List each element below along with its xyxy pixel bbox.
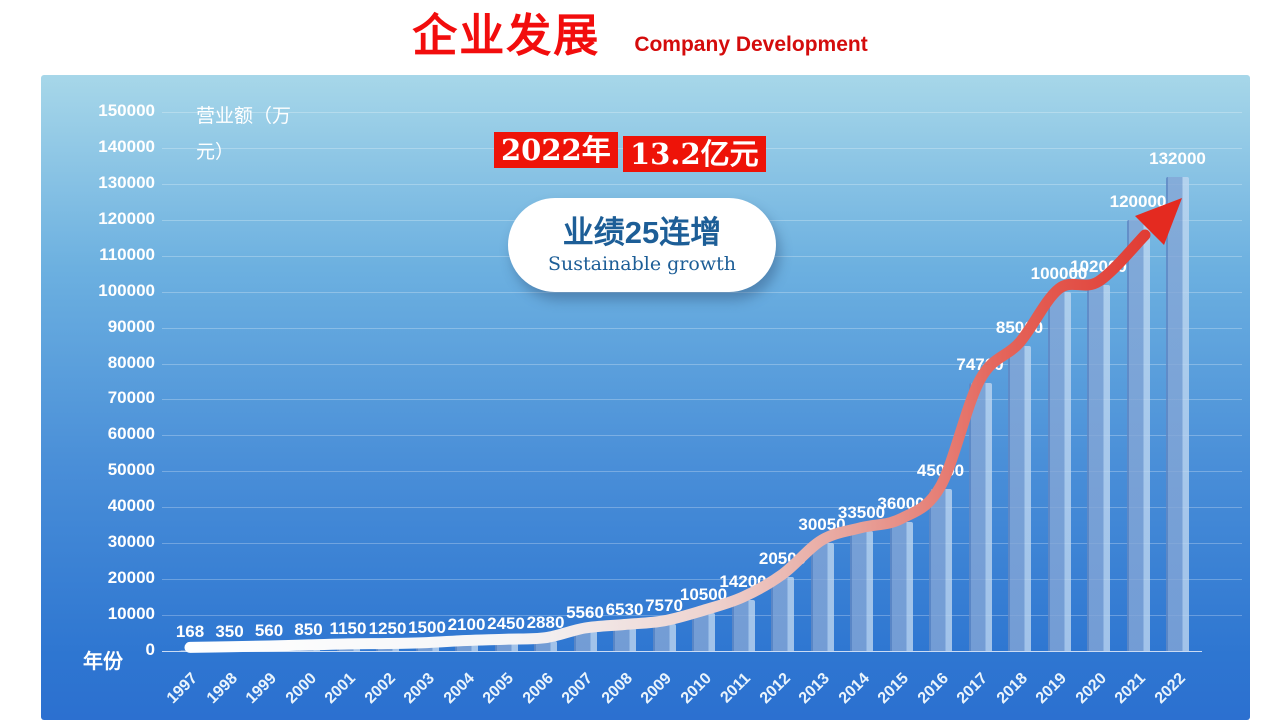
y-tick-label: 120000 (98, 208, 155, 228)
x-axis-line (162, 651, 1202, 652)
bar-2018 (1008, 345, 1031, 651)
gridline (162, 543, 1242, 545)
page-title: 企业发展 (412, 10, 601, 61)
bar-2017 (968, 382, 992, 651)
bar-2010 (692, 613, 715, 651)
bar-1998 (218, 649, 241, 651)
growth-bubble: 业绩25连增 Sustainable growth (508, 198, 776, 292)
bar-2000 (297, 647, 320, 651)
bar-value-2022: 132000 (1149, 148, 1206, 168)
y-tick-label: 10000 (107, 604, 155, 624)
y-tick-label: 140000 (98, 136, 155, 156)
bar-value-2016: 45000 (916, 461, 965, 481)
bar-value-2018: 85000 (995, 317, 1044, 337)
bar-2006 (534, 640, 557, 651)
y-tick-label: 130000 (98, 172, 155, 192)
bar-1997 (178, 650, 202, 651)
y-tick-label: 70000 (107, 388, 155, 408)
bar-2021 (1126, 219, 1150, 651)
bubble-title: 业绩25连增 (562, 214, 722, 250)
gridline (162, 471, 1242, 473)
y-tick-label: 30000 (107, 532, 155, 552)
year-badge: 2022年 (494, 132, 618, 168)
chart-panel: 0 10000 20000 30000 40000 50000 60000 70000 8000… (41, 75, 1250, 720)
bar-value-2017: 74700 (956, 354, 1004, 374)
bar-2004 (455, 643, 478, 651)
bar-2015 (889, 521, 913, 651)
bar-2011 (731, 599, 755, 651)
y-tick-label: 100000 (98, 280, 155, 300)
bar-1999 (257, 649, 281, 651)
gridline (162, 327, 1242, 329)
bar-2007 (573, 631, 597, 651)
gridline (162, 363, 1242, 365)
bubble-subtitle: Sustainable growth (548, 252, 736, 275)
gridline (162, 112, 1242, 114)
gridline (162, 435, 1242, 437)
bar-value-2015: 36000 (877, 493, 925, 513)
y-tick-label: 0 (145, 640, 155, 659)
bar-2008 (613, 627, 636, 651)
bar-value-2012: 20500 (758, 549, 807, 569)
bar-2019 (1047, 291, 1071, 651)
bar-2002 (376, 646, 399, 651)
y-tick-label: 90000 (107, 316, 155, 336)
gridline (162, 399, 1242, 401)
y-tick-label: 40000 (107, 496, 155, 516)
bar-2009 (652, 623, 676, 651)
y-tick-label: 50000 (107, 460, 155, 480)
bar-2005 (494, 642, 518, 651)
value-badge: 13.2亿元 (623, 136, 766, 172)
x-axis-title: 年份 (83, 651, 123, 673)
y-tick-label: 60000 (107, 424, 155, 444)
bar-2003 (415, 645, 439, 651)
slide-header: 企业发展 Company Development (0, 0, 1280, 75)
bar-value-2020: 102000 (1070, 256, 1127, 276)
bar-2014 (850, 530, 873, 651)
bar-2022 (1166, 176, 1189, 651)
bar-2020 (1087, 284, 1110, 651)
bar-2001 (336, 646, 360, 651)
bar-value-2011: 14200 (719, 571, 767, 591)
y-tick-label: 150000 (98, 101, 155, 121)
page-subtitle: Company Development (634, 33, 868, 56)
y-tick-label: 20000 (107, 568, 155, 588)
y-tick-label: 110000 (99, 244, 155, 264)
y-axis-title: 营业额（万元） (196, 106, 292, 163)
y-tick-label: 80000 (107, 352, 155, 372)
bar-value-2021: 120000 (1109, 191, 1167, 211)
gridline (162, 183, 1242, 185)
gridline (162, 507, 1242, 509)
